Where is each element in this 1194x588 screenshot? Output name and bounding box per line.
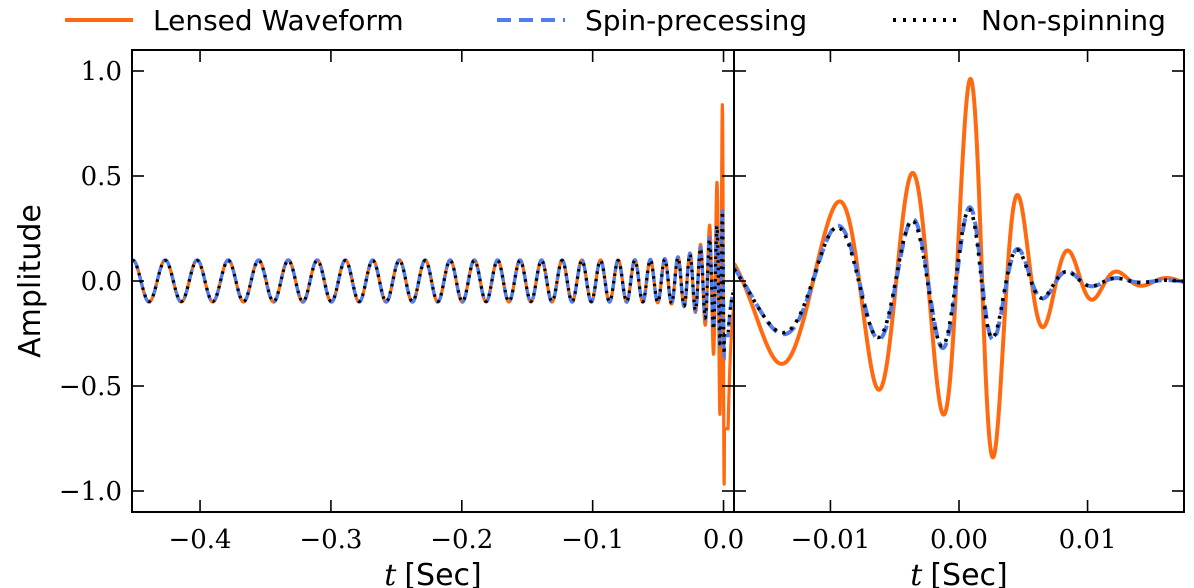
left-xtick-label-0: −0.4 — [168, 525, 231, 555]
x-axis-label-left-unit: [Sec] — [404, 558, 481, 588]
right-xtick-label-1: 0.00 — [930, 525, 988, 555]
legend: Lensed Waveform Spin-precessing Non-spin… — [65, 4, 1166, 37]
right-xtick-label-0: −0.01 — [791, 525, 871, 555]
left-ytick-label-0: −1.0 — [59, 477, 122, 507]
right-xtick-label-2: 0.01 — [1059, 525, 1117, 555]
series-line-spin-right — [734, 205, 1184, 351]
legend-label-lensed: Lensed Waveform — [153, 4, 404, 37]
x-axis-label-left: t [Sec] — [384, 558, 481, 588]
left-xtick-label-4: 0.0 — [703, 525, 744, 555]
right-axes-frame — [733, 49, 1185, 513]
x-axis-label-right-var: t — [910, 558, 923, 588]
left-xtick-label-2: −0.2 — [430, 525, 493, 555]
left-ytick-label-4: 1.0 — [81, 57, 122, 87]
left-xtick-label-1: −0.3 — [299, 525, 362, 555]
left-ytick-label-3: 0.5 — [81, 162, 122, 192]
left-ytick-label-1: −0.5 — [59, 372, 122, 402]
x-axis-label-right: t [Sec] — [910, 558, 1007, 588]
legend-label-spin: Spin-precessing — [585, 4, 807, 37]
right-panel: −0.01 0.00 0.01 t [Sec] — [733, 49, 1185, 588]
y-axis-label: Amplitude — [13, 204, 48, 358]
legend-label-nonspin: Non-spinning — [981, 4, 1166, 37]
x-axis-label-left-var: t — [384, 558, 397, 588]
left-panel: −0.4 −0.3 −0.2 −0.1 0.0 −1.0 −0.5 0.0 0.5 1.0 Amp… — [13, 49, 744, 588]
left-ytick-label-2: 0.0 — [81, 267, 122, 297]
left-xtick-label-3: −0.1 — [561, 525, 624, 555]
x-axis-label-right-unit: [Sec] — [930, 558, 1007, 588]
series-line-nonspin-left — [132, 211, 734, 359]
